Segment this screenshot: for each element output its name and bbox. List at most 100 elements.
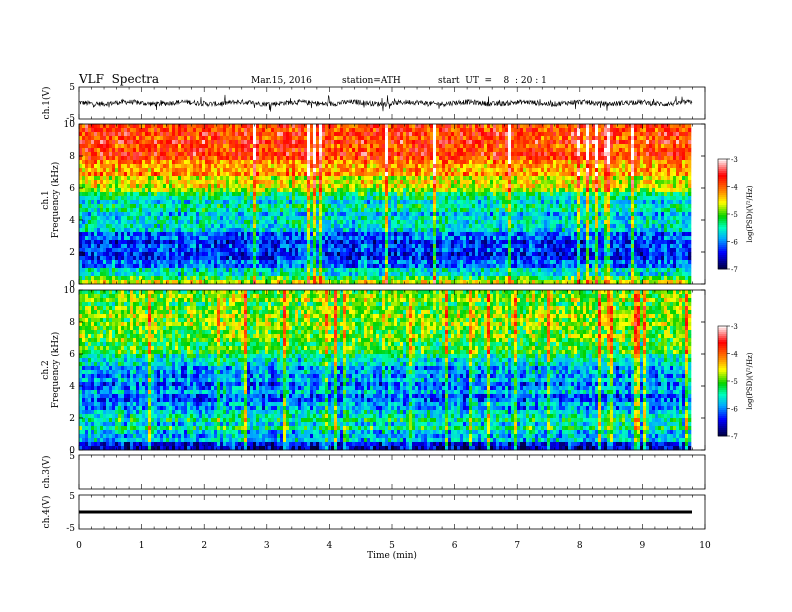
spectrogram-cell	[313, 168, 317, 173]
spectrogram-cell	[391, 140, 395, 145]
spectrogram-cell	[106, 128, 110, 133]
spectrogram-cell	[403, 132, 407, 137]
spectrogram-cell	[199, 156, 203, 161]
spectrogram-cell	[220, 192, 224, 197]
spectrogram-cell	[121, 160, 125, 165]
spectrogram-cell	[331, 168, 335, 173]
spectrogram-cell	[130, 216, 134, 221]
spectrogram-cell	[241, 196, 245, 201]
spectrogram-cell	[367, 144, 371, 149]
spectrogram-cell	[124, 152, 128, 157]
spectrogram-cell	[268, 136, 272, 141]
spectrogram-cell	[541, 160, 545, 165]
spectrogram-cell	[130, 136, 134, 141]
spectrogram-cell	[670, 176, 674, 181]
spectrogram-cell	[403, 148, 407, 153]
spectrogram-cell	[232, 208, 236, 213]
spectrogram-cell	[166, 180, 170, 185]
spectrogram-cell	[139, 148, 143, 153]
spectrogram-cell	[454, 132, 458, 137]
spectrogram-cell	[163, 152, 167, 157]
spectrogram-cell	[286, 148, 290, 153]
spectrogram-cell	[484, 200, 488, 205]
spectrogram-cell	[271, 152, 275, 157]
spectrogram-cell	[250, 176, 254, 181]
spectrogram-cell	[217, 148, 221, 153]
spectrogram-cell	[634, 208, 638, 213]
spectrogram-cell	[376, 208, 380, 213]
spectrogram-cell	[325, 172, 329, 177]
spectrogram-cell	[289, 168, 293, 173]
spectrogram-cell	[166, 136, 170, 141]
spectrogram-cell	[664, 196, 668, 201]
spectrogram-cell	[460, 204, 464, 209]
spectrogram-cell	[259, 128, 263, 133]
spectrogram-cell	[457, 212, 461, 217]
spectrogram-cell	[343, 200, 347, 205]
spectrogram-cell	[451, 136, 455, 141]
spectrogram-cell	[640, 136, 644, 141]
spectrogram-cell	[439, 192, 443, 197]
spectrogram-cell	[454, 136, 458, 141]
spectrogram-cell	[322, 168, 326, 173]
spectrogram-cell	[508, 148, 512, 153]
spectrogram-cell	[124, 216, 128, 221]
spectrogram-cell	[523, 140, 527, 145]
spectrogram-cell	[424, 152, 428, 157]
spectrogram-cell	[613, 180, 617, 185]
spectrogram-cell	[367, 196, 371, 201]
spectrogram-cell	[253, 172, 257, 177]
spectrogram-cell	[658, 204, 662, 209]
spectrogram-cell	[211, 204, 215, 209]
spectrogram-cell	[631, 144, 635, 149]
spectrogram-cell	[667, 208, 671, 213]
spectrogram-cell	[376, 196, 380, 201]
spectrogram-cell	[319, 168, 323, 173]
spectrogram-cell	[133, 184, 137, 189]
spectrogram-cell	[310, 136, 314, 141]
spectrogram-cell	[469, 132, 473, 137]
spectrogram-cell	[289, 164, 293, 169]
spectrogram-cell	[640, 152, 644, 157]
spectrogram-cell	[670, 156, 674, 161]
spectrogram-cell	[544, 124, 548, 129]
spectrogram-cell	[172, 152, 176, 157]
spectrogram-cell	[595, 216, 599, 221]
spectrogram-cell	[388, 148, 392, 153]
spectrogram-cell	[295, 220, 299, 225]
spectrogram-cell	[112, 144, 116, 149]
spectrogram-cell	[97, 164, 101, 169]
spectrogram-cell	[262, 180, 266, 185]
spectrogram-cell	[241, 148, 245, 153]
spectrogram-cell	[487, 172, 491, 177]
spectrogram-cell	[175, 128, 179, 133]
spectrogram-cell	[238, 208, 242, 213]
spectrogram-cell	[313, 188, 317, 193]
spectrogram-cell	[643, 156, 647, 161]
spectrogram-cell	[655, 168, 659, 173]
spectrogram-cell	[652, 216, 656, 221]
spectrogram-cell	[379, 152, 383, 157]
spectrogram-cell	[580, 212, 584, 217]
spectrogram-cell	[571, 164, 575, 169]
spectrogram-cell	[259, 156, 263, 161]
spectrogram-cell	[340, 208, 344, 213]
spectrogram-cell	[358, 212, 362, 217]
spectrogram-cell	[163, 184, 167, 189]
spectrogram-cell	[418, 172, 422, 177]
spectrogram-cell	[148, 168, 152, 173]
spectrogram-cell	[505, 216, 509, 221]
spectrogram-cell	[157, 220, 161, 225]
ch1-waveform-ylabel: ch.1(V)	[41, 87, 52, 120]
spectrogram-cell	[376, 216, 380, 221]
spectrogram-cell	[256, 124, 260, 129]
spectrogram-cell	[262, 216, 266, 221]
spectrogram-cell	[562, 148, 566, 153]
spectrogram-cell	[247, 204, 251, 209]
spectrogram-cell	[586, 132, 590, 137]
spectrogram-cell	[364, 168, 368, 173]
spectrogram-cell	[652, 124, 656, 129]
spectrogram-cell	[613, 172, 617, 177]
spectrogram-cell	[334, 216, 338, 221]
spectrogram-cell	[256, 200, 260, 205]
